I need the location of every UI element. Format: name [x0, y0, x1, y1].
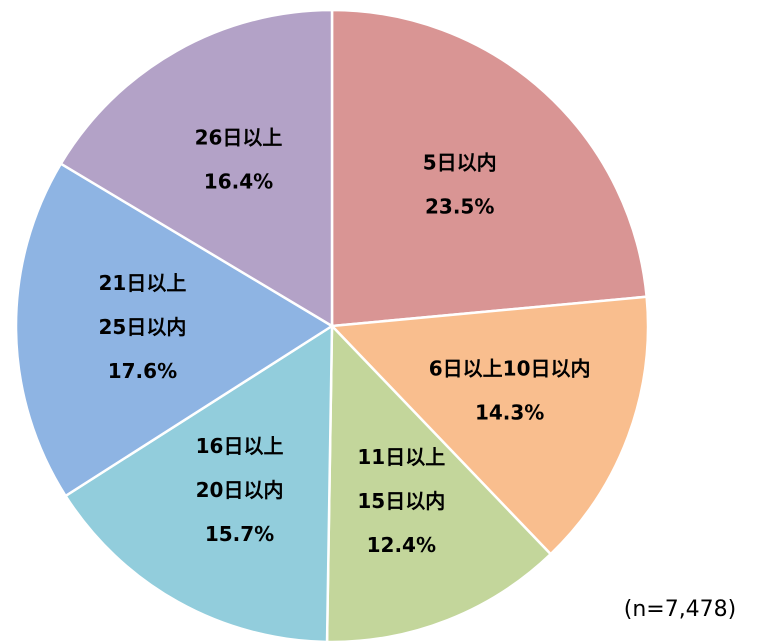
slice-label: 5日以内: [423, 150, 497, 174]
pie-slice: [14, 162, 335, 498]
value-label: 12.4%: [367, 533, 436, 557]
value-label: 17.6%: [108, 359, 177, 383]
slice-label: 25日以内: [98, 315, 186, 339]
slice-label: 6日以上10日以内: [429, 357, 591, 381]
pie-slice: [325, 322, 553, 642]
annotation: (n=7,478): [624, 597, 737, 622]
slice-label: 26日以上: [195, 126, 283, 150]
slice-label: 21日以上: [98, 271, 186, 295]
pie-slice: [330, 8, 649, 328]
slice-label: 16日以上: [196, 434, 284, 458]
pie-slice: [63, 323, 334, 642]
slice-label: 20日以内: [196, 478, 284, 502]
value-label: 15.7%: [205, 522, 274, 546]
pie-slice: [329, 295, 650, 556]
slice-label: 11日以上: [357, 445, 445, 469]
value-label: 23.5%: [425, 194, 494, 218]
slice-label: 15日以内: [357, 489, 445, 513]
value-label: 14.3%: [475, 401, 544, 425]
pie-slice: [59, 8, 334, 329]
value-label: 16.4%: [204, 170, 273, 194]
